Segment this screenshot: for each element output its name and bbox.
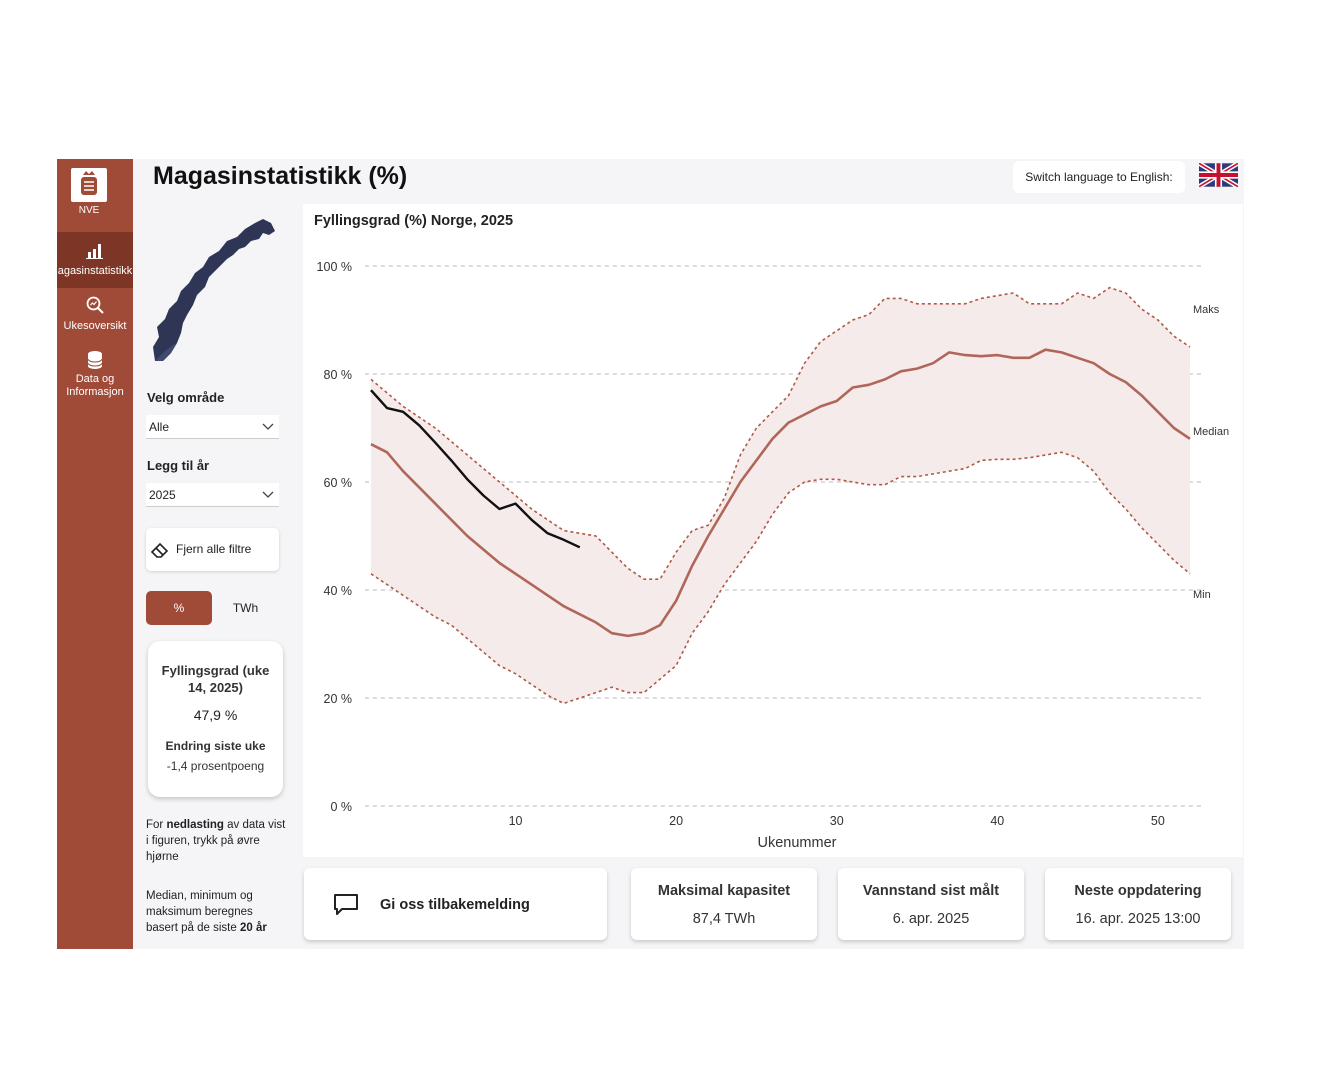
chat-bubble-icon (334, 894, 358, 915)
nav-item-magasinstatistikk[interactable]: agasinstatistikk (57, 232, 133, 288)
app-window: NVE agasinstatistikk Ukesoversikt Data o (57, 159, 1244, 949)
year-dropdown-value: 2025 (149, 488, 176, 502)
chart-panel: Fyllingsgrad (%) Norge, 2025 0 % 20 % 40 %… (303, 204, 1243, 857)
uk-flag-icon[interactable] (1199, 163, 1238, 187)
x-tick-label: 50 (1151, 814, 1165, 828)
fill-level-value: 47,9 % (193, 707, 238, 723)
chevron-down-icon (262, 491, 274, 498)
chevron-down-icon (262, 423, 274, 430)
x-axis-title: Ukenummer (758, 835, 837, 851)
y-tick-label: 40 % (324, 584, 353, 598)
unit-toggle-twh[interactable]: TWh (212, 591, 279, 625)
bar-chart-icon (86, 244, 103, 259)
feedback-label: Gi oss tilbakemelding (380, 897, 530, 913)
nve-logo[interactable] (71, 168, 107, 202)
nav-item-label-line2: Informasjon (66, 386, 124, 398)
last-measured-value: 6. apr. 2025 (892, 911, 970, 927)
weekly-change-title: Endring siste uke (165, 739, 266, 753)
nav-item-label: agasinstatistikk (57, 265, 133, 277)
clear-filters-label: Fjern alle filtre (176, 542, 252, 556)
fill-level-chart[interactable]: Fyllingsgrad (%) Norge, 2025 0 % 20 % 40 %… (303, 204, 1243, 857)
y-tick-label: 80 % (324, 368, 353, 382)
nve-crest-icon (81, 171, 97, 195)
nav-rail: NVE agasinstatistikk Ukesoversikt Data o (57, 159, 133, 949)
fill-level-title: Fyllingsgrad (uke 14, 2025) (161, 663, 270, 695)
capacity-value: 87,4 TWh (692, 911, 756, 927)
area-dropdown-value: Alle (149, 420, 170, 434)
line-label-min: Min (1193, 589, 1211, 601)
chart-title: Fyllingsgrad (%) Norge, 2025 (314, 213, 513, 229)
line-label-maks: Maks (1193, 304, 1220, 316)
download-note: For nedlasting av data vist i figuren, t… (146, 819, 286, 863)
last-measured-title: Vannstand sist målt (862, 883, 1000, 899)
nav-item-label: Ukesoversikt (63, 320, 127, 332)
next-update-card: Neste oppdatering 16. apr. 2025 13:00 (1045, 868, 1231, 940)
next-update-title: Neste oppdatering (1074, 883, 1202, 899)
nav-item-label-line1: Data og (75, 373, 115, 385)
eraser-icon (150, 542, 169, 558)
page-title: Magasinstatistikk (%) (153, 162, 408, 190)
capacity-card: Maksimal kapasitet 87,4 TWh (631, 868, 817, 940)
y-tick-label: 20 % (324, 692, 353, 706)
next-update-value: 16. apr. 2025 13:00 (1075, 911, 1201, 927)
y-tick-label: 100 % (317, 260, 352, 274)
series-line-median[interactable] (370, 348, 1191, 638)
year-filter-label: Legg til år (147, 458, 210, 473)
series-line-2025[interactable] (370, 389, 581, 549)
nav-item-data-og-informasjon[interactable]: Data og Informasjon (57, 350, 133, 404)
median-note: Median, minimum og maksimum beregnes bas… (146, 890, 267, 934)
nve-logo-text: NVE (78, 205, 100, 216)
database-icon (87, 351, 103, 369)
area-dropdown[interactable]: Alle (146, 415, 279, 439)
feedback-button[interactable]: Gi oss tilbakemelding (304, 868, 607, 940)
x-tick-label: 20 (669, 814, 683, 828)
y-tick-label: 0 % (330, 800, 352, 814)
line-label-median: Median (1193, 426, 1229, 438)
x-tick-label: 30 (830, 814, 844, 828)
series-line-maks[interactable] (370, 286, 1191, 581)
magnifier-chart-icon (86, 296, 104, 314)
capacity-title: Maksimal kapasitet (657, 883, 791, 899)
last-measured-card: Vannstand sist målt 6. apr. 2025 (838, 868, 1024, 940)
year-dropdown[interactable]: 2025 (146, 483, 279, 507)
min-max-band (371, 287, 1190, 704)
switch-language-button[interactable]: Switch language to English: (1013, 161, 1185, 193)
nav-item-ukesoversikt[interactable]: Ukesoversikt (57, 295, 133, 339)
clear-filters-button[interactable]: Fjern alle filtre (146, 528, 279, 571)
unit-toggle-percent[interactable]: % (146, 591, 212, 625)
weekly-change-value: -1,4 prosentpoeng (166, 759, 265, 773)
y-tick-label: 60 % (324, 476, 353, 490)
area-filter-label: Velg område (147, 390, 225, 405)
x-tick-label: 10 (509, 814, 523, 828)
fill-level-card: Fyllingsgrad (uke 14, 2025) 47,9 % Endri… (148, 641, 283, 797)
norway-map[interactable] (147, 211, 277, 365)
x-tick-label: 40 (990, 814, 1004, 828)
